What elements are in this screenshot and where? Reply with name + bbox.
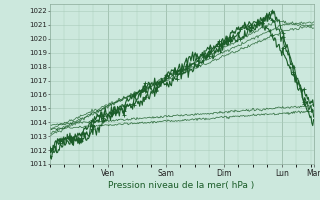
X-axis label: Pression niveau de la mer( hPa ): Pression niveau de la mer( hPa ) — [108, 181, 255, 190]
